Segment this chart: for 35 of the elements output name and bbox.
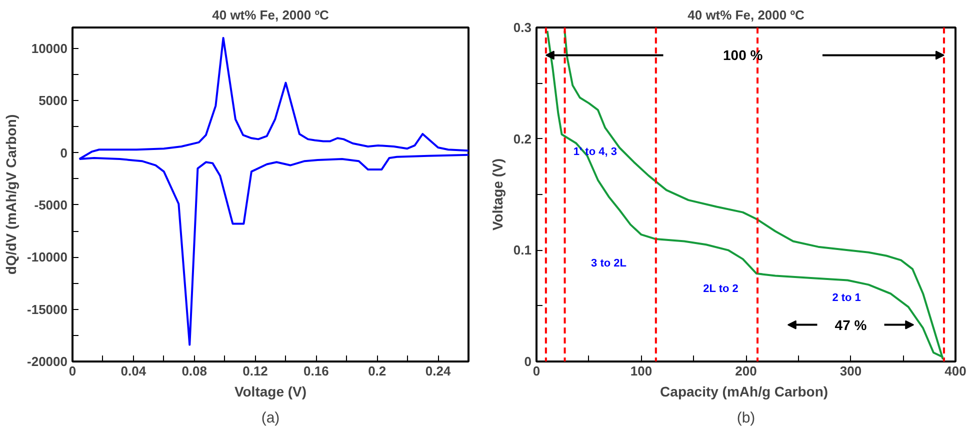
- chart-title: 40 wt% Fe, 2000 ºC: [212, 8, 330, 22]
- y-axis-title: dQ/dV (mAh/gV Carbon): [3, 114, 20, 275]
- y-tick-label: -20000: [27, 354, 68, 369]
- x-tick-label: 0.24: [425, 364, 452, 378]
- x-tick-label: 0.12: [242, 364, 268, 378]
- annotation: 100 %: [723, 47, 764, 64]
- annotation: 1' to 4, 3: [573, 146, 617, 158]
- x-tick-label: 300: [840, 364, 862, 378]
- annotation: 2L to 2: [703, 283, 738, 296]
- x-tick-label: 0.08: [182, 364, 208, 378]
- x-tick-label: 100: [630, 364, 652, 378]
- annotation: 2 to 1: [832, 292, 861, 304]
- x-tick-label: 0.2: [368, 364, 386, 378]
- x-tick-label: 200: [735, 364, 757, 378]
- y-tick-label: 5000: [38, 93, 68, 108]
- text: (a): [261, 410, 280, 426]
- x-tick-label: 400: [944, 364, 966, 378]
- y-tick-label: 0: [60, 145, 68, 160]
- y-tick-label: 0.3: [513, 20, 532, 35]
- y-tick-label: 0: [524, 354, 532, 369]
- y-tick-label: 0.2: [513, 131, 532, 146]
- y-tick-label: 0.1: [513, 242, 532, 258]
- y-tick-label: -15000: [27, 302, 68, 317]
- x-axis-title: Capacity (mAh/g Carbon): [660, 384, 828, 400]
- x-tick-label: 0.16: [304, 364, 329, 378]
- y-axis-title: Voltage (V): [489, 158, 506, 231]
- chart-title: 40 wt% Fe, 2000 ºC: [688, 8, 805, 22]
- annotation: 47 %: [834, 316, 868, 333]
- y-tick-label: 10000: [31, 40, 68, 56]
- x-tick-label: 0.04: [120, 364, 147, 378]
- x-axis-title: Voltage (V): [234, 384, 307, 400]
- y-tick-label: -5000: [34, 197, 68, 212]
- y-tick-label: -10000: [27, 250, 68, 265]
- text: (b): [736, 410, 756, 426]
- annotation: 3 to 2L: [591, 258, 627, 270]
